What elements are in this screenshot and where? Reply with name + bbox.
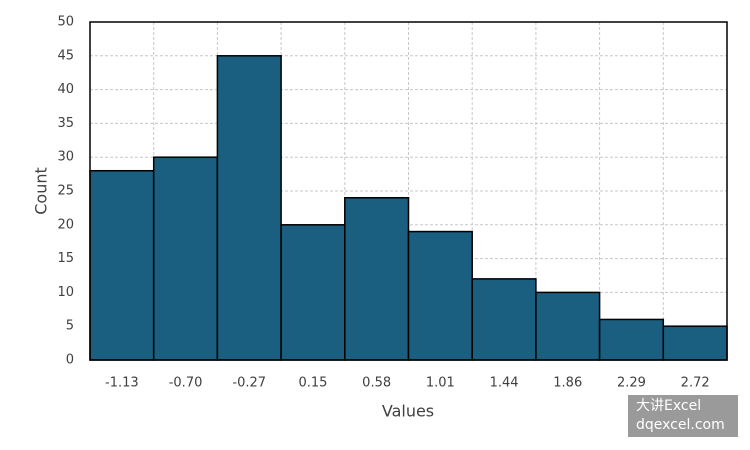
y-tick-label: 30 [57, 150, 74, 165]
x-tick-label: 1.44 [490, 376, 519, 391]
y-axis-label: Count [32, 167, 51, 215]
y-tick-label: 5 [66, 319, 74, 334]
watermark-box [628, 395, 738, 437]
x-tick-label: 0.58 [362, 376, 391, 391]
plot-border [89, 21, 728, 361]
x-tick-label: 2.72 [681, 376, 710, 391]
bar [407, 230, 473, 361]
y-tick-label: 50 [57, 15, 74, 30]
y-tick-label: 25 [57, 184, 74, 199]
y-tick-label: 15 [57, 251, 74, 266]
x-tick-label: 1.01 [426, 376, 455, 391]
bar [216, 55, 282, 361]
bar [598, 318, 665, 361]
bar [535, 291, 601, 361]
y-tick-label: 35 [57, 116, 74, 131]
x-tick-label: -0.27 [232, 376, 266, 391]
y-tick-label: 10 [57, 285, 74, 300]
x-tick-label: -0.70 [169, 376, 203, 391]
bar [152, 156, 219, 361]
x-tick-label: -1.13 [105, 376, 139, 391]
y-tick-label: 0 [66, 353, 74, 368]
watermark: 大讲Excel dqexcel.com [628, 395, 738, 437]
bar [89, 169, 155, 361]
bar [662, 325, 728, 361]
watermark-text: 大讲Excel [636, 398, 701, 414]
bar [344, 197, 410, 361]
watermark-text: dqexcel.com [636, 417, 725, 433]
x-axis-label: Values [382, 402, 434, 421]
bar [471, 278, 537, 361]
y-tick-label: 40 [57, 82, 74, 97]
bar [280, 224, 346, 361]
y-tick-label: 45 [57, 48, 74, 63]
x-tick-label: 0.15 [298, 376, 327, 391]
x-tick-label: 2.29 [617, 376, 646, 391]
y-tick-label: 20 [57, 217, 74, 232]
x-tick-label: 1.86 [553, 376, 582, 391]
